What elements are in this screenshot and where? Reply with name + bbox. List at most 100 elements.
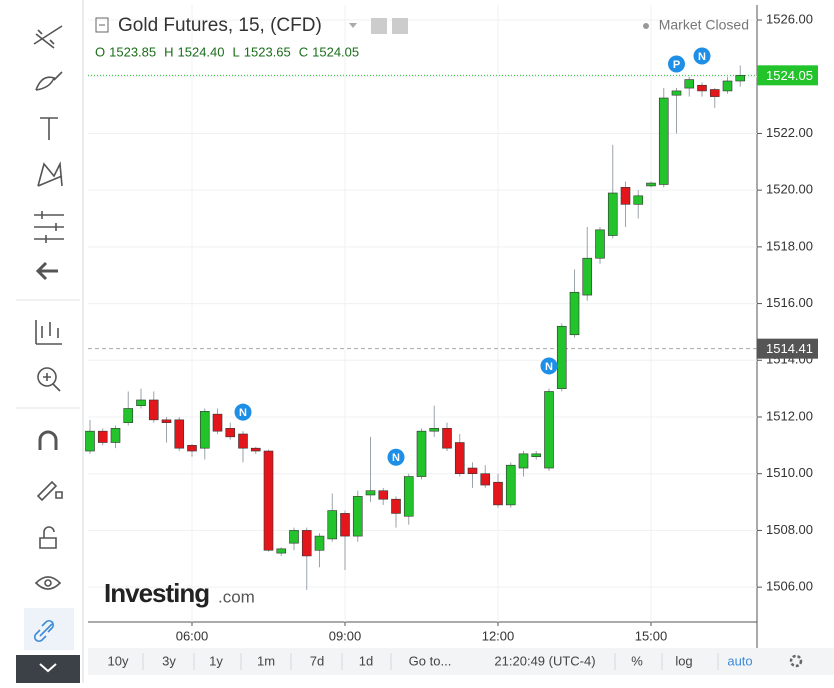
- candle-body: [97, 430, 108, 443]
- ohlc-value: 1523.65: [244, 44, 291, 59]
- collapse-button[interactable]: [16, 655, 80, 683]
- zoom-tool[interactable]: [37, 367, 61, 392]
- marks: N N N P N: [85, 47, 757, 590]
- range-button[interactable]: 7d: [310, 653, 324, 668]
- ohlc-key: C: [299, 44, 308, 59]
- candle-body: [697, 84, 707, 92]
- event-label: N: [698, 51, 706, 63]
- candle-body: [148, 399, 159, 421]
- goto-button[interactable]: Go to...: [409, 653, 452, 668]
- candle-body: [301, 530, 312, 557]
- candle-body: [429, 428, 440, 432]
- candle-body: [327, 510, 338, 540]
- brush-tool[interactable]: [35, 71, 63, 91]
- event-marker[interactable]: [668, 55, 685, 73]
- indicator-tool[interactable]: [35, 320, 62, 345]
- candle-body: [633, 195, 644, 205]
- price-label: 1524.05: [766, 68, 813, 83]
- ohlc-value: 1524.40: [178, 44, 225, 59]
- event-marker[interactable]: [693, 47, 711, 65]
- y-tick-label: 1520.00: [766, 182, 813, 197]
- ohlc-key: H: [164, 44, 173, 59]
- y-tick-label: 1510.00: [766, 465, 813, 480]
- candle-body: [722, 80, 733, 92]
- magnet-tool[interactable]: [38, 430, 58, 450]
- watermark-suffix: .com: [218, 587, 255, 606]
- candle-body: [340, 513, 350, 537]
- x-tick-label: 12:00: [482, 628, 515, 643]
- candle-body: [238, 433, 248, 449]
- y-tick-label: 1506.00: [766, 579, 813, 594]
- link-tool-bg[interactable]: [24, 608, 74, 650]
- candle-body: [735, 75, 746, 82]
- ohlc-key: O: [95, 44, 105, 59]
- candle-body: [225, 428, 236, 438]
- price-label-bg: [757, 338, 818, 359]
- settings-icon[interactable]: [371, 18, 387, 34]
- candle-body: [161, 419, 172, 423]
- clock: 21:20:49 (UTC-4): [494, 653, 595, 668]
- candle-body: [442, 428, 452, 449]
- candle-body: [110, 428, 121, 443]
- y-tick-label: 1516.00: [766, 295, 813, 310]
- candle-body: [391, 498, 401, 514]
- event-marker[interactable]: [234, 403, 252, 421]
- candle-body: [480, 473, 491, 486]
- ohlc-value: 1524.05: [312, 44, 359, 59]
- event-marker[interactable]: [540, 357, 558, 375]
- ohlc-header: O 1523.85 H 1524.40 L 1523.65 C 1524.05: [95, 44, 359, 59]
- candle-body: [493, 481, 503, 506]
- candle-body: [569, 291, 580, 336]
- unlock-tool[interactable]: [39, 526, 57, 549]
- candle-body: [136, 399, 146, 406]
- range-button[interactable]: 10y: [108, 653, 129, 668]
- candle-body: [620, 187, 631, 205]
- candle-body: [276, 548, 287, 554]
- link-tool[interactable]: [33, 619, 55, 643]
- settings-icon[interactable]: [392, 18, 408, 34]
- candle-body: [263, 450, 274, 551]
- option-button[interactable]: %: [631, 653, 643, 668]
- text-tool[interactable]: [40, 117, 58, 140]
- gear-icon[interactable]: [789, 654, 803, 668]
- price-label: 1514.41: [766, 341, 813, 356]
- event-label: N: [239, 407, 247, 419]
- event-marker[interactable]: [387, 448, 405, 466]
- y-tick-label: 1522.00: [766, 125, 813, 140]
- range-button[interactable]: 1y: [209, 653, 223, 668]
- pattern-tool[interactable]: [37, 161, 63, 187]
- x-tick-label: 06:00: [176, 628, 209, 643]
- title-dropdown[interactable]: [349, 23, 357, 28]
- bottom-toolbar: [88, 648, 834, 675]
- y-tick-label: 1508.00: [766, 522, 813, 537]
- candle-body: [314, 535, 325, 551]
- fib-tool[interactable]: [34, 211, 64, 243]
- visibility-tool[interactable]: [34, 576, 62, 590]
- lock-draw-tool[interactable]: [36, 480, 63, 502]
- range-button[interactable]: 3y: [162, 653, 176, 668]
- candle-body: [199, 411, 210, 449]
- event-label: N: [545, 361, 553, 373]
- range-button[interactable]: 1m: [257, 653, 275, 668]
- candle-body: [531, 453, 542, 457]
- candle-body: [365, 490, 376, 496]
- option-button[interactable]: log: [675, 653, 692, 668]
- tool-icons[interactable]: [33, 25, 64, 590]
- y-tick-label: 1518.00: [766, 238, 813, 253]
- price-label-bg: [757, 65, 818, 86]
- candle-body: [378, 490, 389, 500]
- collapse-legend[interactable]: [95, 17, 109, 33]
- range-button[interactable]: 1d: [359, 653, 373, 668]
- candle-body: [544, 391, 554, 469]
- candle-body: [352, 496, 363, 537]
- candle-body: [646, 182, 656, 187]
- status-dot: [643, 23, 649, 29]
- x-tick-label: 09:00: [329, 628, 362, 643]
- grid: 1506.001508.001510.001512.001514.001516.…: [88, 5, 813, 643]
- option-button[interactable]: auto: [727, 653, 752, 668]
- ohlc-value: 1523.85: [109, 44, 156, 59]
- trendline-tool[interactable]: [33, 25, 63, 49]
- candle-body: [467, 467, 478, 475]
- back-tool[interactable]: [35, 261, 58, 281]
